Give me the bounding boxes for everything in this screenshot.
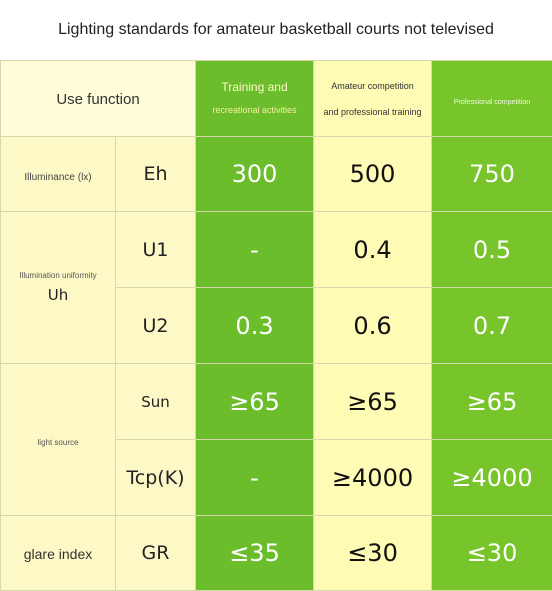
symbol-label: U1 — [143, 239, 169, 261]
table-row: Illuminance (lx) Eh 300 500 750 — [1, 137, 552, 212]
value-cell: 300 — [196, 137, 314, 212]
value-text: ≥65 — [229, 388, 280, 416]
value-cell: ≥65 — [314, 364, 432, 440]
value-cell: 0.4 — [314, 212, 432, 288]
category-label: light source — [38, 438, 79, 447]
header-amateur: Amateur competition and professional tra… — [314, 61, 432, 137]
value-cell: ≥4000 — [314, 440, 432, 516]
category-glare: glare index — [1, 516, 116, 591]
category-label: Illumination uniformity — [1, 271, 115, 280]
category-illuminance: Illuminance (lx) — [1, 137, 116, 212]
symbol-label: GR — [142, 542, 170, 564]
use-function-header: Use function — [1, 61, 196, 137]
header-amateur-line2: and professional training — [314, 99, 431, 125]
value-text: 0.3 — [235, 312, 273, 340]
category-label: glare index — [24, 546, 93, 562]
symbol-gr: GR — [116, 516, 196, 591]
category-label: Illuminance (lx) — [24, 172, 91, 183]
value-text: ≥65 — [347, 388, 398, 416]
value-text: - — [250, 236, 259, 264]
symbol-tcp: Tcp(K) — [116, 440, 196, 516]
header-professional: Professional competition — [432, 61, 552, 137]
lighting-standards-table: Use function Training and recreational a… — [0, 60, 552, 591]
symbol-u1: U1 — [116, 212, 196, 288]
value-cell: - — [196, 440, 314, 516]
value-cell: 0.7 — [432, 288, 552, 364]
symbol-label: Sun — [141, 393, 170, 411]
value-text: ≤30 — [467, 539, 518, 567]
category-uniformity: Illumination uniformity Uh — [1, 212, 116, 364]
table-row: Illumination uniformity Uh U1 - 0.4 0.5 — [1, 212, 552, 288]
value-text: 500 — [350, 160, 396, 188]
value-cell: - — [196, 212, 314, 288]
symbol-label: Tcp(K) — [126, 467, 184, 489]
header-training-line1: Training and — [196, 76, 313, 98]
symbol-u2: U2 — [116, 288, 196, 364]
page-title: Lighting standards for amateur basketbal… — [0, 0, 552, 60]
value-text: - — [250, 464, 259, 492]
value-cell: 750 — [432, 137, 552, 212]
value-cell: ≥65 — [432, 364, 552, 440]
value-text: 0.4 — [353, 236, 391, 264]
value-text: ≥4000 — [451, 464, 532, 492]
value-text: 300 — [232, 160, 278, 188]
value-text: 0.7 — [473, 312, 511, 340]
table-row: light source Sun ≥65 ≥65 ≥65 — [1, 364, 552, 440]
uniformity-sub-label: Uh — [1, 286, 115, 304]
value-text: ≤35 — [229, 539, 280, 567]
value-cell: ≤30 — [432, 516, 552, 591]
value-cell: 0.5 — [432, 212, 552, 288]
value-cell: 0.3 — [196, 288, 314, 364]
use-function-label: Use function — [56, 91, 139, 108]
header-row: Use function Training and recreational a… — [1, 61, 552, 137]
value-text: ≥65 — [467, 388, 518, 416]
value-text: ≤30 — [347, 539, 398, 567]
value-text: 0.6 — [353, 312, 391, 340]
header-training: Training and recreational activities — [196, 61, 314, 137]
value-cell: 0.6 — [314, 288, 432, 364]
value-text: 0.5 — [473, 236, 511, 264]
value-cell: 500 — [314, 137, 432, 212]
value-cell: ≥65 — [196, 364, 314, 440]
header-professional-label: Professional competition — [454, 99, 530, 106]
value-cell: ≥4000 — [432, 440, 552, 516]
symbol-sun: Sun — [116, 364, 196, 440]
symbol-label: Eh — [143, 163, 167, 185]
table-row: glare index GR ≤35 ≤30 ≤30 — [1, 516, 552, 591]
value-cell: ≤30 — [314, 516, 432, 591]
value-text: 750 — [469, 160, 515, 188]
value-text: ≥4000 — [332, 464, 413, 492]
header-amateur-line1: Amateur competition — [314, 73, 431, 99]
category-light-source: light source — [1, 364, 116, 516]
symbol-label: U2 — [143, 315, 169, 337]
header-training-line2: recreational activities — [212, 105, 296, 115]
value-cell: ≤35 — [196, 516, 314, 591]
symbol-eh: Eh — [116, 137, 196, 212]
